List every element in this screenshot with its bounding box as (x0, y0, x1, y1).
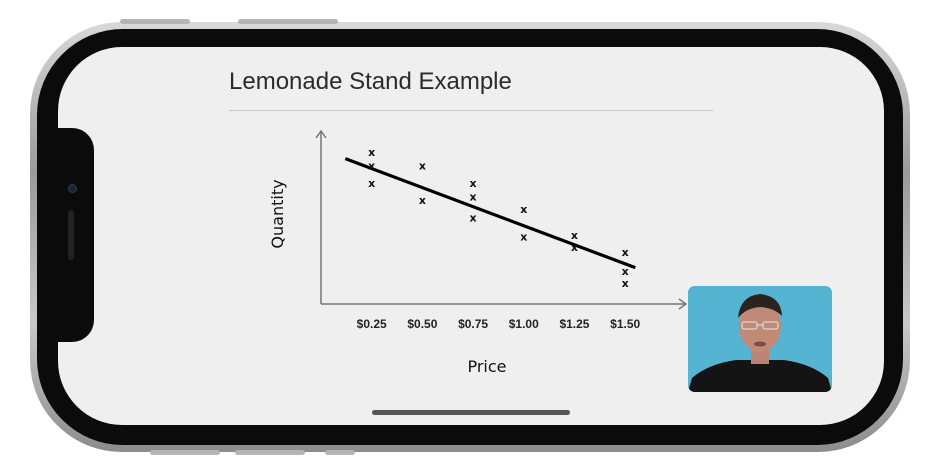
data-point: x (622, 277, 629, 290)
data-point: x (419, 160, 426, 173)
x-tick-label: $1.00 (509, 317, 539, 331)
data-point: x (520, 231, 527, 244)
x-tick-label: $0.50 (407, 317, 437, 331)
presenter-video-icon (688, 286, 832, 392)
phone-bottom-button (325, 450, 355, 455)
x-axis-arrow-icon (678, 298, 688, 310)
data-point: x (368, 146, 375, 159)
data-point: x (571, 241, 578, 254)
y-axis-label: Quantity (268, 179, 287, 248)
chart-axes (315, 129, 688, 310)
data-point: x (470, 212, 477, 225)
data-point: x (571, 229, 578, 242)
x-tick-label: $1.50 (610, 317, 640, 331)
data-point: x (368, 160, 375, 173)
data-point: x (470, 177, 477, 190)
data-point: x (622, 246, 629, 259)
home-indicator (372, 410, 570, 415)
front-camera-icon (68, 184, 77, 193)
x-tick-label: $0.75 (458, 317, 488, 331)
x-tick-label: $0.25 (357, 317, 387, 331)
phone-bottom-button (235, 450, 305, 455)
slide-title: Lemonade Stand Example (229, 68, 512, 95)
x-tick-label: $1.25 (559, 317, 589, 331)
trendline (344, 157, 636, 270)
title-divider (229, 110, 713, 111)
phone-top-button (238, 19, 338, 24)
data-point: x (520, 203, 527, 216)
phone-notch (58, 128, 94, 342)
phone-top-button (120, 19, 190, 24)
x-axis-label: Price (467, 357, 506, 376)
data-point: x (622, 265, 629, 278)
phone-bottom-button (150, 450, 220, 455)
presenter-video[interactable] (688, 286, 832, 392)
data-point: x (368, 177, 375, 190)
data-point: x (419, 194, 426, 207)
y-axis-arrow-icon (315, 129, 327, 139)
x-tick-labels: $0.25 $0.50 $0.75 $1.00 $1.25 $1.50 (357, 317, 641, 331)
speaker-slot (68, 210, 74, 260)
data-point: x (470, 191, 477, 204)
